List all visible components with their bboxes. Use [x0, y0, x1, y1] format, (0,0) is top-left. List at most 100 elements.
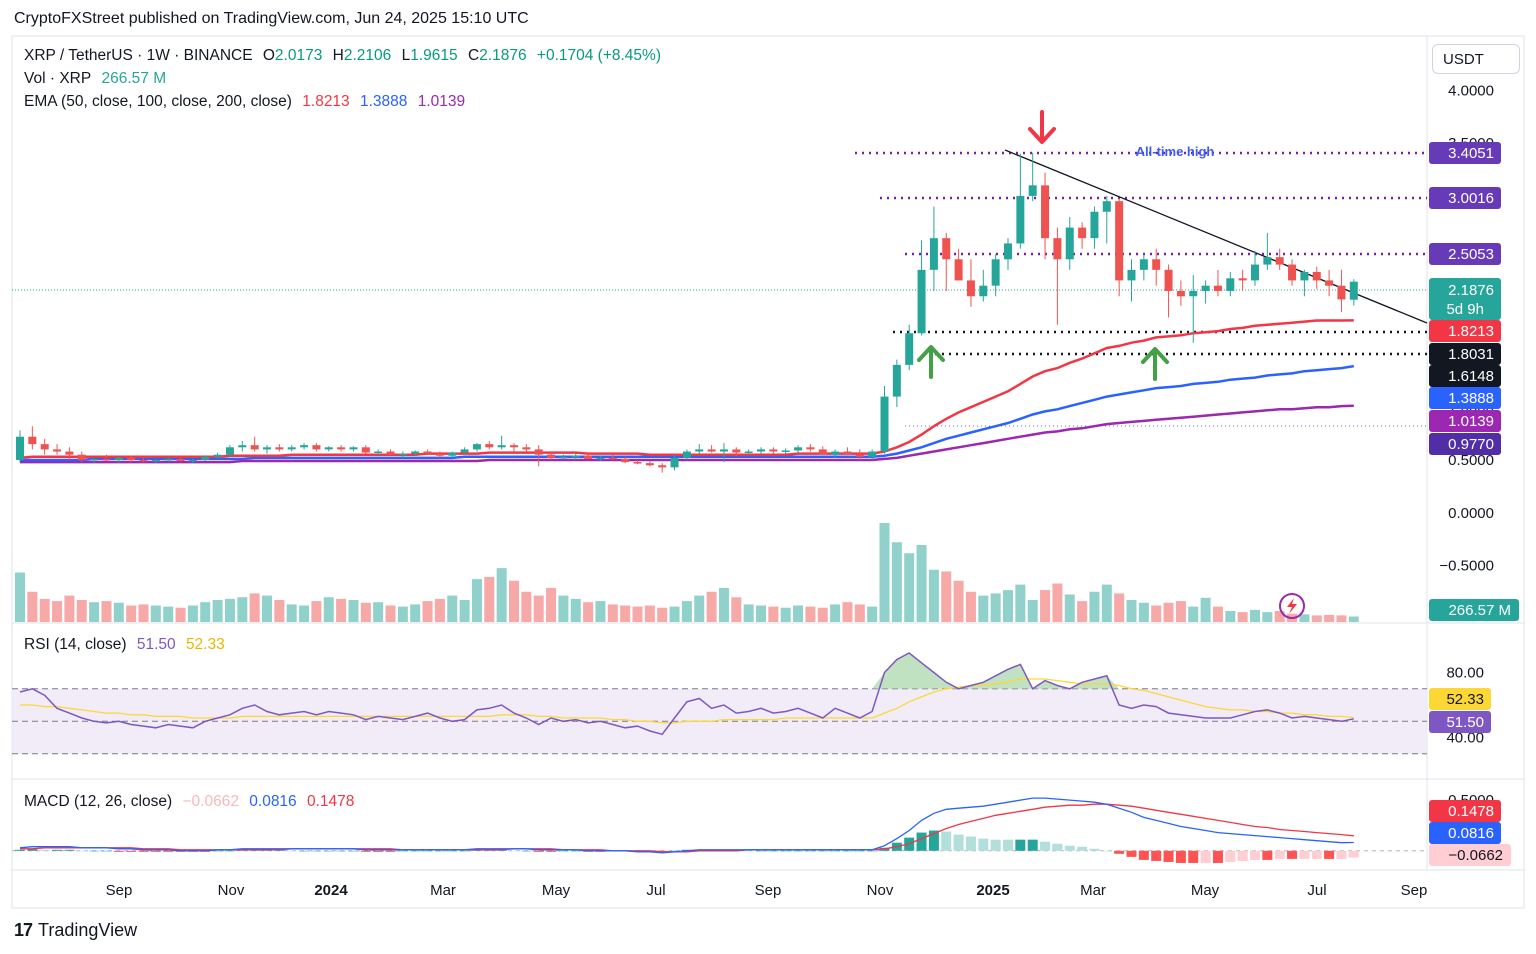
- macd-hist-bar: [1299, 850, 1310, 859]
- price-tick-label: 0.0000: [1448, 505, 1494, 522]
- volume-bar: [743, 604, 754, 622]
- volume-bar: [323, 597, 334, 622]
- candle-body: [1065, 227, 1074, 260]
- macd-hist-bar: [1138, 850, 1149, 860]
- candle-body: [411, 451, 420, 454]
- candle-body: [855, 454, 864, 457]
- volume-bar: [1311, 615, 1322, 622]
- candle-body: [559, 456, 568, 459]
- rsi-value: 51.50: [136, 636, 176, 653]
- candle-body: [633, 462, 642, 464]
- candle-body: [460, 449, 469, 453]
- volume-bar: [669, 606, 680, 622]
- candle-body: [942, 238, 951, 260]
- ohlc-open: O2.0173: [262, 47, 323, 64]
- candle-body: [448, 452, 457, 456]
- volume-bar: [422, 601, 433, 622]
- volume-bar: [336, 598, 347, 622]
- volume-bar: [249, 593, 260, 622]
- candle-body: [682, 451, 691, 458]
- macd-hist-value: −0.0662: [182, 793, 239, 810]
- time-tick-label: Sep: [755, 882, 782, 899]
- ema-label[interactable]: EMA (50, close, 100, close, 200, close): [24, 93, 292, 110]
- macd-hist-bar: [163, 850, 174, 852]
- symbol-name[interactable]: XRP / TetherUS · 1W · BINANCE: [24, 47, 253, 64]
- volume-bar: [175, 607, 186, 622]
- macd-hist-bar: [509, 850, 519, 852]
- candle-body: [65, 451, 74, 455]
- support-price-tag-bg: [1429, 343, 1501, 365]
- volume-bar: [965, 591, 976, 622]
- macd-hist-bar: [1027, 839, 1038, 851]
- macd-signal-tag: 0.1478: [1448, 803, 1494, 820]
- volume-bar: [990, 593, 1001, 622]
- macd-hist-bar: [397, 850, 408, 852]
- resistance-price-tag-bg: [1429, 243, 1501, 265]
- macd-label[interactable]: MACD (12, 26, close): [24, 793, 173, 810]
- candle-body: [497, 445, 506, 448]
- macd-hist-bar: [756, 850, 766, 852]
- volume-bar: [1299, 614, 1310, 622]
- volume-bar: [681, 601, 692, 622]
- macd-hist-bar: [64, 849, 75, 851]
- macd-hist-bar: [1200, 850, 1211, 863]
- candle-body: [1201, 285, 1210, 291]
- candle-body: [757, 449, 765, 452]
- rsi-ma-line: [20, 678, 1354, 724]
- macd-hist-bar: [533, 850, 544, 852]
- volume-label[interactable]: Vol · XRP: [24, 70, 92, 87]
- currency-selector[interactable]: USDT: [1432, 44, 1520, 74]
- volume-bar: [1064, 594, 1075, 622]
- candle-body: [238, 445, 247, 448]
- time-tick-label: Mar: [1080, 882, 1106, 899]
- volume-bar: [1200, 597, 1211, 622]
- candle-body: [1102, 201, 1111, 212]
- rsi-label[interactable]: RSI (14, close): [24, 636, 127, 653]
- rsi-overbought-fill: [20, 653, 1354, 689]
- volume-bar: [644, 605, 655, 622]
- macd-hist-bar: [89, 850, 100, 852]
- price-tick-label: 4.0000: [1448, 82, 1494, 99]
- volume-bar: [953, 580, 964, 622]
- candle-body: [361, 447, 370, 453]
- volume-bar: [928, 569, 939, 622]
- macd-hist-bar: [780, 850, 791, 852]
- candle-body: [929, 238, 938, 270]
- macd-hist-bar: [39, 849, 50, 851]
- volume-bar: [15, 572, 25, 622]
- macd-hist-bar: [669, 850, 680, 852]
- macd-hist-bar: [76, 850, 87, 852]
- macd-hist-bar: [842, 850, 853, 852]
- tradingview-footer[interactable]: 17 TradingView: [14, 920, 137, 941]
- macd-hist-bar: [830, 850, 841, 852]
- current-price-tag: 2.1876: [1448, 282, 1494, 299]
- ema50-value: 1.8213: [302, 93, 350, 110]
- candle-body: [213, 454, 222, 457]
- volume-bar: [1348, 616, 1359, 622]
- macd-hist-bar: [978, 838, 989, 851]
- volume-bar: [89, 602, 100, 622]
- volume-bar: [397, 606, 408, 622]
- macd-hist-bar: [1175, 850, 1186, 863]
- candle-body: [1263, 257, 1272, 265]
- macd-hist-bar: [768, 850, 779, 852]
- volume-bar: [1077, 601, 1088, 622]
- candle-body: [312, 445, 321, 450]
- candle-body: [90, 458, 99, 461]
- volume-bar: [459, 600, 470, 622]
- volume-bar: [731, 597, 742, 622]
- candle-body: [1127, 269, 1136, 281]
- volume-tag-bg: [1429, 599, 1519, 621]
- candle-body: [1176, 290, 1185, 297]
- volume-bar: [1003, 590, 1013, 622]
- candle-body: [744, 451, 753, 454]
- candle-body: [522, 447, 531, 450]
- candle-body: [892, 364, 901, 397]
- rsi-tag: 51.50: [1446, 714, 1484, 731]
- macd-hist-bar: [1114, 850, 1125, 854]
- candle-body: [1189, 290, 1198, 297]
- volume-bar: [891, 542, 902, 622]
- macd-hist-bar: [360, 850, 371, 852]
- volume-bar: [27, 591, 38, 622]
